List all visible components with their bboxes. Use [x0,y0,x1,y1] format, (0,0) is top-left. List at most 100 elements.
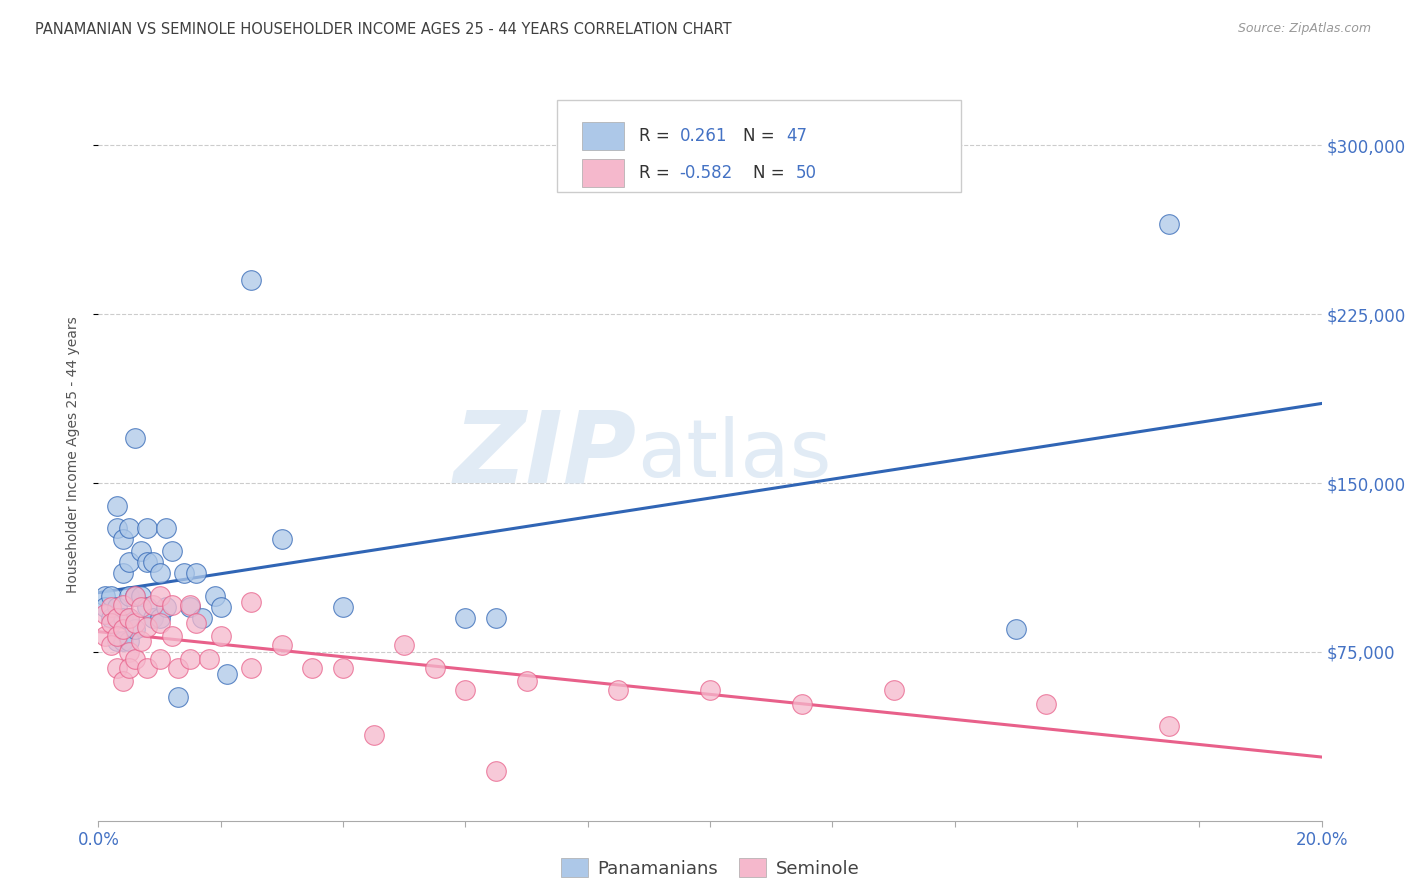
Point [111,674,134,689]
Point [124,589,146,603]
Point [111,533,134,547]
Point [124,651,146,665]
Point [332,660,354,674]
Point [129,589,152,603]
Point [167,660,190,674]
Point [111,623,134,637]
Point [111,598,134,612]
Point [100,599,122,614]
Point [124,431,146,445]
Point [105,660,128,674]
Point [93,599,115,614]
Point [240,595,263,609]
Text: R =: R = [640,127,675,145]
Point [118,555,141,569]
Point [160,629,183,643]
Text: atlas: atlas [637,416,831,494]
Text: R =: R = [640,164,675,182]
Point [454,611,477,625]
FancyBboxPatch shape [582,159,624,186]
Point [124,589,146,603]
Point [790,697,813,711]
Point [209,629,232,643]
Point [1157,719,1180,733]
Point [100,638,122,652]
Point [100,589,122,603]
Point [179,599,201,614]
FancyBboxPatch shape [582,122,624,150]
Point [136,660,159,674]
Point [270,638,292,652]
Point [240,660,263,674]
Point [240,273,263,287]
Point [111,611,134,625]
Point [215,667,238,681]
Point [883,683,905,698]
Y-axis label: Householder Income Ages 25 - 44 years: Householder Income Ages 25 - 44 years [66,317,80,593]
Point [124,615,146,630]
Point [270,533,292,547]
Point [142,555,165,569]
Point [149,615,172,630]
Point [129,599,152,614]
Point [136,599,159,614]
Point [149,566,172,580]
Point [118,633,141,648]
Text: N =: N = [742,127,780,145]
Point [160,598,183,612]
Point [111,633,134,648]
Point [124,623,146,637]
Point [149,589,172,603]
Point [167,690,190,704]
Point [136,620,159,634]
FancyBboxPatch shape [557,100,960,192]
Point [423,660,446,674]
Point [129,633,152,648]
Point [118,611,141,625]
Point [607,683,630,698]
Point [100,615,122,630]
Text: 47: 47 [786,127,807,145]
Point [111,566,134,580]
Point [301,660,323,674]
Text: ZIP: ZIP [454,407,637,503]
Point [118,521,141,535]
Point [485,764,508,778]
Point [209,599,232,614]
Point [160,543,183,558]
Point [179,651,201,665]
Text: 50: 50 [796,164,817,182]
Point [179,598,201,612]
Point [105,611,128,625]
Point [454,683,477,698]
Point [118,645,141,659]
Point [93,589,115,603]
Point [118,611,141,625]
Point [142,598,165,612]
Text: N =: N = [752,164,790,182]
Point [155,599,177,614]
Point [136,555,159,569]
Point [105,629,128,643]
Text: PANAMANIAN VS SEMINOLE HOUSEHOLDER INCOME AGES 25 - 44 YEARS CORRELATION CHART: PANAMANIAN VS SEMINOLE HOUSEHOLDER INCOM… [35,22,731,37]
Point [173,566,195,580]
Point [105,499,128,513]
Point [204,589,226,603]
Point [485,611,508,625]
Point [197,651,219,665]
Point [516,674,538,689]
Point [186,566,208,580]
Point [332,599,354,614]
Point [392,638,416,652]
Point [100,611,122,625]
Point [93,629,115,643]
Point [149,611,172,625]
Point [186,615,208,630]
Point [1035,697,1057,711]
Point [699,683,721,698]
Point [105,633,128,648]
Point [191,611,214,625]
Point [118,589,141,603]
Point [118,660,141,674]
Point [1157,217,1180,231]
